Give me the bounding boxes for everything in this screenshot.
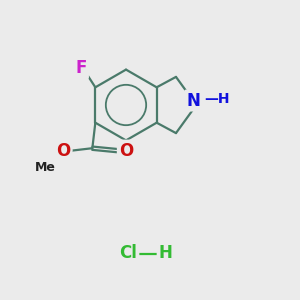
Text: Cl: Cl (119, 244, 137, 262)
Text: Me: Me (35, 161, 56, 174)
Text: N: N (186, 92, 200, 110)
Text: H: H (159, 244, 172, 262)
Text: F: F (76, 59, 87, 77)
Text: O: O (56, 142, 71, 160)
Text: —H: —H (205, 92, 230, 106)
Text: O: O (119, 142, 133, 160)
